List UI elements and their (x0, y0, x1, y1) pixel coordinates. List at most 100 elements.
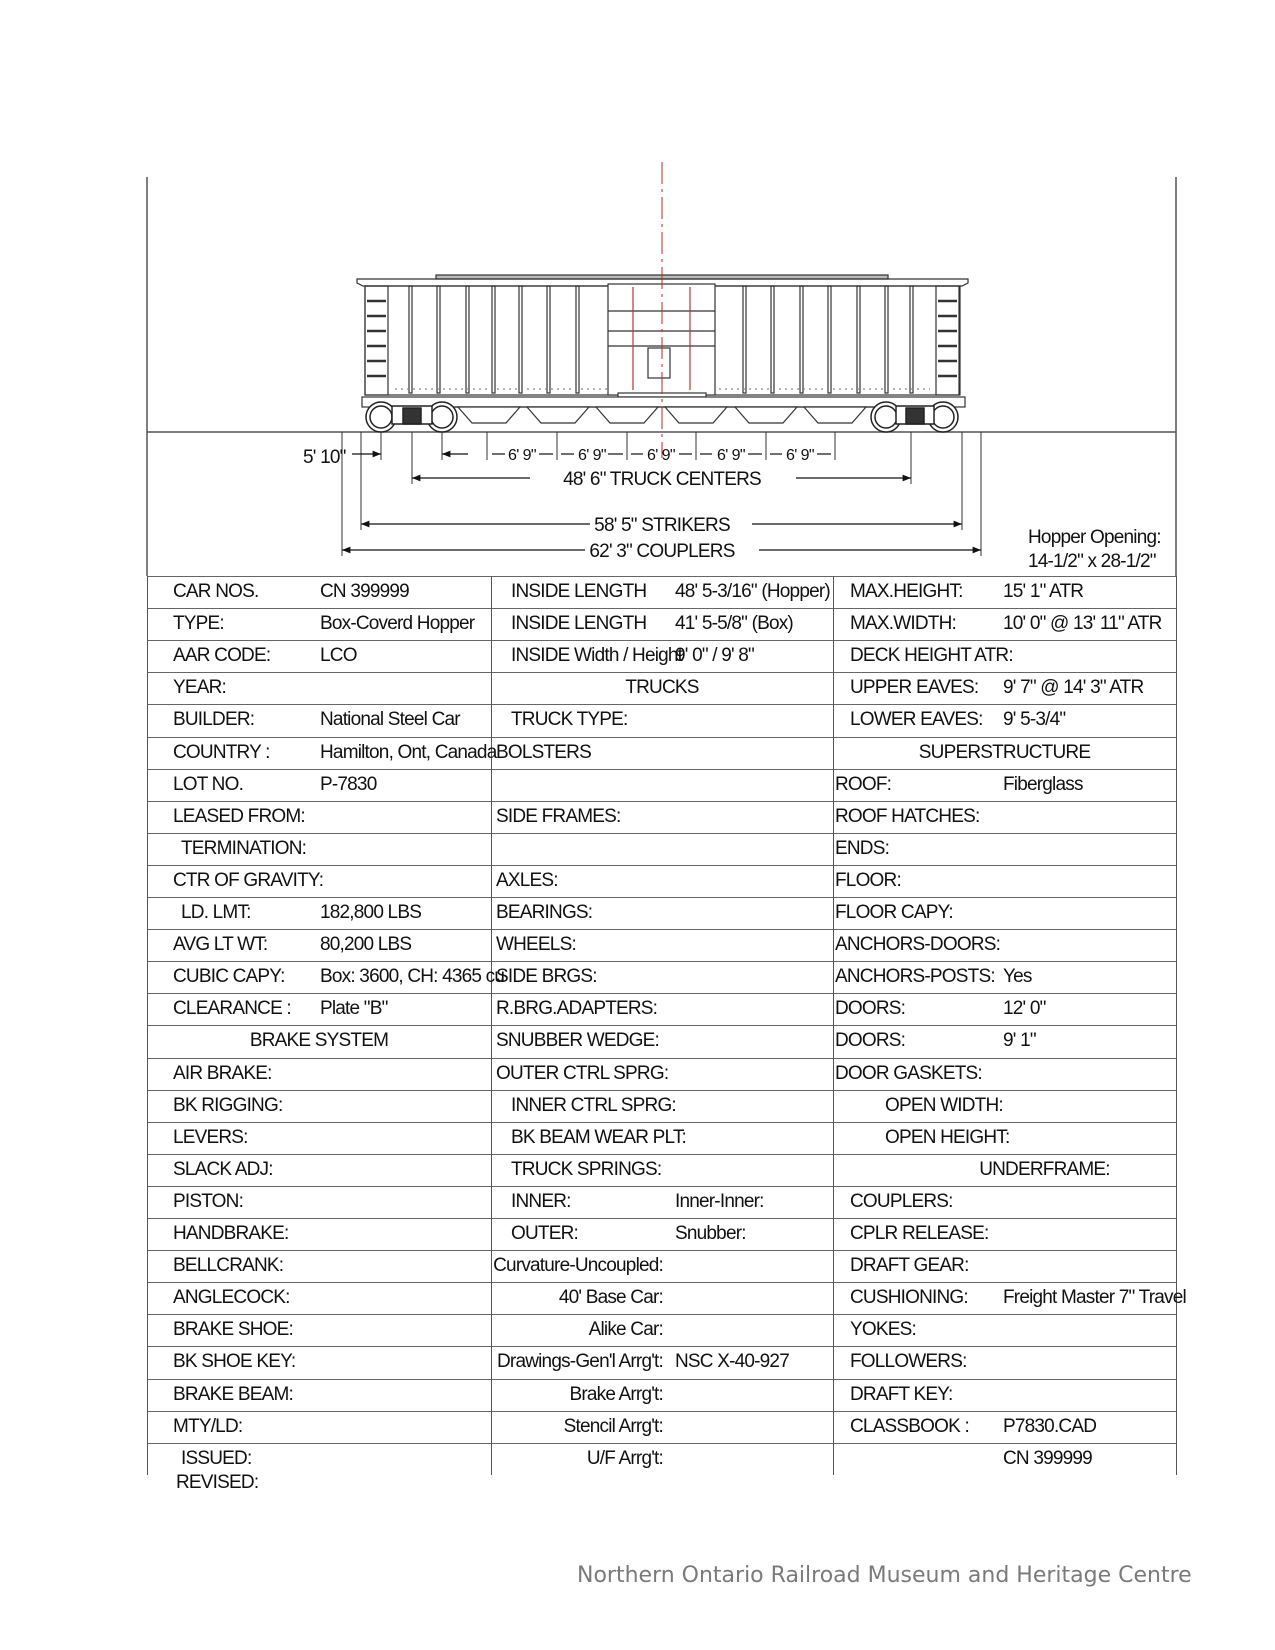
spec-label: OPEN WIDTH: (885, 1094, 1004, 1116)
row-divider (147, 1153, 1176, 1155)
spec-label: CLEARANCE : (173, 998, 292, 1020)
spec-label: BEARINGS: (496, 902, 593, 923)
spec-value: 80,200 LBS (320, 934, 412, 956)
spec-value: Box: 3600, CH: 4365 cu (320, 966, 505, 988)
section-header: BRAKE SYSTEM (249, 1030, 389, 1052)
spec-label: BK RIGGING: (173, 1094, 283, 1116)
spec-label: INSIDE Width / Height (511, 645, 683, 667)
spec-label: AXLES: (496, 869, 559, 891)
row-divider (147, 1121, 1176, 1123)
spec-label: LD. LMT: (181, 902, 251, 923)
row-divider (147, 736, 1176, 738)
spec-label: MAX.HEIGHT: (850, 581, 963, 602)
row-divider (147, 768, 1176, 770)
spec-label: YEAR: (173, 677, 227, 699)
hopper-opening-label: Hopper Opening: (1028, 527, 1161, 548)
spec-label: TYPE: (173, 613, 225, 635)
hopper-opening-value: 14-1/2" x 28-1/2" (1028, 551, 1156, 572)
spec-value: Fiberglass (1003, 773, 1083, 795)
spec-label: CLASSBOOK : (850, 1415, 970, 1437)
spec-label: BRAKE SHOE: (173, 1319, 294, 1341)
spec-label: LOWER EAVES: (850, 709, 983, 731)
row-divider (147, 1282, 1176, 1284)
strikers-dimension: 58' 5" STRIKERS (594, 515, 730, 536)
spec-label: INNER: (511, 1190, 571, 1212)
spec-label: ROOF: (835, 773, 892, 795)
section-header: TRUCKS (625, 677, 699, 699)
spec-label: UPPER EAVES: (850, 677, 979, 699)
spec-label: Alike Car: (588, 1319, 664, 1341)
spec-label: Stencil Arrg't: (563, 1415, 664, 1437)
spec-label: COUNTRY : (173, 741, 270, 763)
spec-label: MTY/LD: (173, 1415, 243, 1437)
spec-value: Plate "B" (320, 998, 388, 1020)
row-divider (147, 608, 1176, 610)
truck-left (365, 401, 458, 433)
hopper-spacing-dimension: 6' 9" (578, 447, 606, 464)
hopper-spacing-dimension: 6' 9" (786, 447, 814, 464)
spec-label: AVG LT WT: (173, 934, 268, 956)
spec-label: Curvature-Uncoupled: (493, 1255, 664, 1277)
spec-value: 9' 7" @ 14' 3" ATR (1003, 677, 1144, 699)
spec-value: 9' 1" (1003, 1030, 1037, 1052)
row-divider (147, 640, 1176, 642)
spec-value: CN 399999 (320, 581, 410, 602)
row-divider (147, 961, 1176, 963)
row-divider (147, 1250, 1176, 1252)
row-divider (147, 832, 1176, 834)
spec-label: Brake Arrg't: (569, 1383, 663, 1405)
row-divider (147, 1025, 1176, 1027)
row-divider (147, 1089, 1176, 1091)
spec-label: U/F Arrg't: (586, 1447, 664, 1469)
row-divider (147, 929, 1176, 931)
hopper-spacing-dimension: 6' 9" (717, 447, 745, 464)
spec-label: BUILDER: (173, 709, 255, 731)
spec-value: P7830.CAD (1003, 1415, 1097, 1437)
row-divider (147, 704, 1176, 706)
couplers-dimension: 62' 3" COUPLERS (589, 541, 734, 562)
section-header: SUPERSTRUCTURE (918, 741, 1091, 763)
spec-label: FLOOR: (835, 869, 902, 891)
hopper-spacing-dimension: 6' 9" (647, 447, 675, 464)
spec-label: TERMINATION: (181, 837, 307, 859)
column-divider (147, 576, 148, 1475)
row-divider (147, 672, 1176, 674)
spec-label: LEVERS: (173, 1126, 248, 1148)
spec-label: CTR OF GRAVITY: (173, 869, 324, 891)
spec-label: BOLSTERS (496, 741, 592, 763)
spec-value: Freight Master 7" Travel (1003, 1287, 1187, 1309)
column-divider (491, 576, 492, 1475)
column-divider (833, 576, 834, 1475)
truck-centers-dimension: 48' 6" TRUCK CENTERS (563, 469, 761, 490)
extension-lines (341, 432, 982, 556)
spec-label: AIR BRAKE: (173, 1062, 272, 1084)
spec-value: 10' 0" @ 13' 11" ATR (1003, 613, 1162, 635)
spec-label: DRAFT GEAR: (850, 1255, 969, 1277)
row-divider (147, 1314, 1176, 1316)
row-divider (147, 897, 1176, 898)
spec-label: ANGLECOCK: (173, 1287, 290, 1309)
spec-label: Drawings-Gen'l Arrg't: (497, 1351, 664, 1373)
spec-label: INSIDE LENGTH (511, 613, 647, 635)
spec-label: ANCHORS-POSTS: (835, 966, 996, 988)
spec-label: DOORS: (835, 1030, 906, 1052)
spec-label: FOLLOWERS: (850, 1351, 967, 1373)
section-header: UNDERFRAME: (979, 1158, 1110, 1180)
spec-label: TRUCK TYPE: (511, 709, 628, 731)
footer-credit: Northern Ontario Railroad Museum and Her… (577, 1563, 1192, 1588)
spec-value: CN 399999 (1003, 1447, 1093, 1469)
spec-label: DOORS: (835, 998, 906, 1020)
spec-value: 12' 0" (1003, 998, 1046, 1020)
spec-label: DRAFT KEY: (850, 1383, 953, 1405)
spec-value: 9' 5-3/4" (1003, 709, 1066, 731)
spec-value: Inner-Inner: (675, 1190, 764, 1212)
spec-label: MAX.WIDTH: (850, 613, 957, 635)
spec-value: 15' 1" ATR (1003, 581, 1084, 602)
spec-label: OUTER: (511, 1223, 579, 1244)
spec-label: FLOOR CAPY: (835, 902, 954, 923)
spec-label: YOKES: (850, 1319, 917, 1341)
spec-label: CUSHIONING: (850, 1287, 969, 1309)
railcar-elevation-drawing: 5' 10" 6' 9" 6' 9" 6' 9" 6' 9" 6' 9" 48'… (146, 162, 1177, 576)
spec-label: ISSUED: (181, 1447, 252, 1469)
spec-label: 40' Base Car: (558, 1287, 664, 1309)
